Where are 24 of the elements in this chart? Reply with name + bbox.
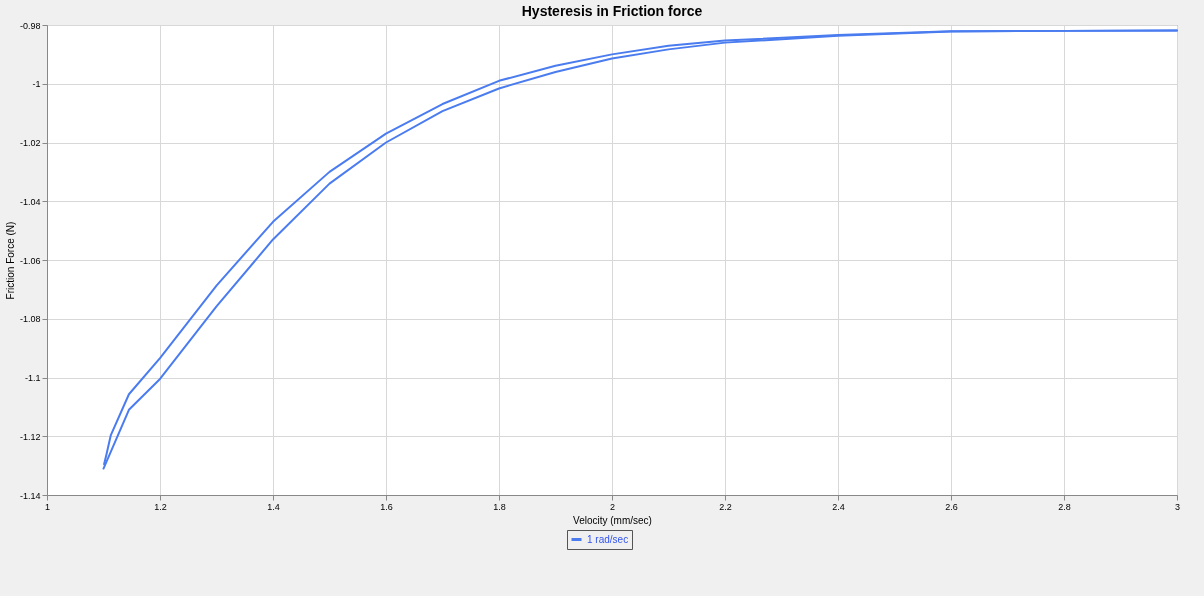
y-tick-label: -1 <box>32 79 41 90</box>
x-axis-title: Velocity (mm/sec) <box>573 514 652 526</box>
x-tick-label: 1.4 <box>267 501 280 512</box>
legend-label: 1 rad/sec <box>587 533 629 545</box>
y-tick-label: -0.98 <box>19 20 41 31</box>
x-tick-label: 2.4 <box>832 501 845 512</box>
x-tick-label: 1.6 <box>380 501 393 512</box>
x-tick-label: 2.8 <box>1058 501 1071 512</box>
x-tick-label: 2 <box>609 501 616 512</box>
x-tick-label: 2.6 <box>945 501 958 512</box>
y-tick-label: -1.08 <box>19 314 41 325</box>
y-tick-label: -1.12 <box>19 431 41 442</box>
x-tick-label: 1.2 <box>154 501 167 512</box>
chart-title: Hysteresis in Friction force <box>521 3 703 19</box>
y-tick-label: -1.02 <box>19 138 41 148</box>
x-tick-label: 2.2 <box>719 501 732 512</box>
x-tick-label: 1 <box>44 501 51 512</box>
y-tick-label: -1.1 <box>24 373 41 383</box>
y-axis-title: Friction Force (N) <box>4 221 16 300</box>
y-tick-label: -1.14 <box>19 490 41 501</box>
x-tick-label: 1.8 <box>493 501 506 512</box>
y-tick-label: -1.04 <box>19 196 41 207</box>
y-tick-label: -1.06 <box>19 255 41 266</box>
x-tick-label: 3 <box>1174 501 1181 512</box>
